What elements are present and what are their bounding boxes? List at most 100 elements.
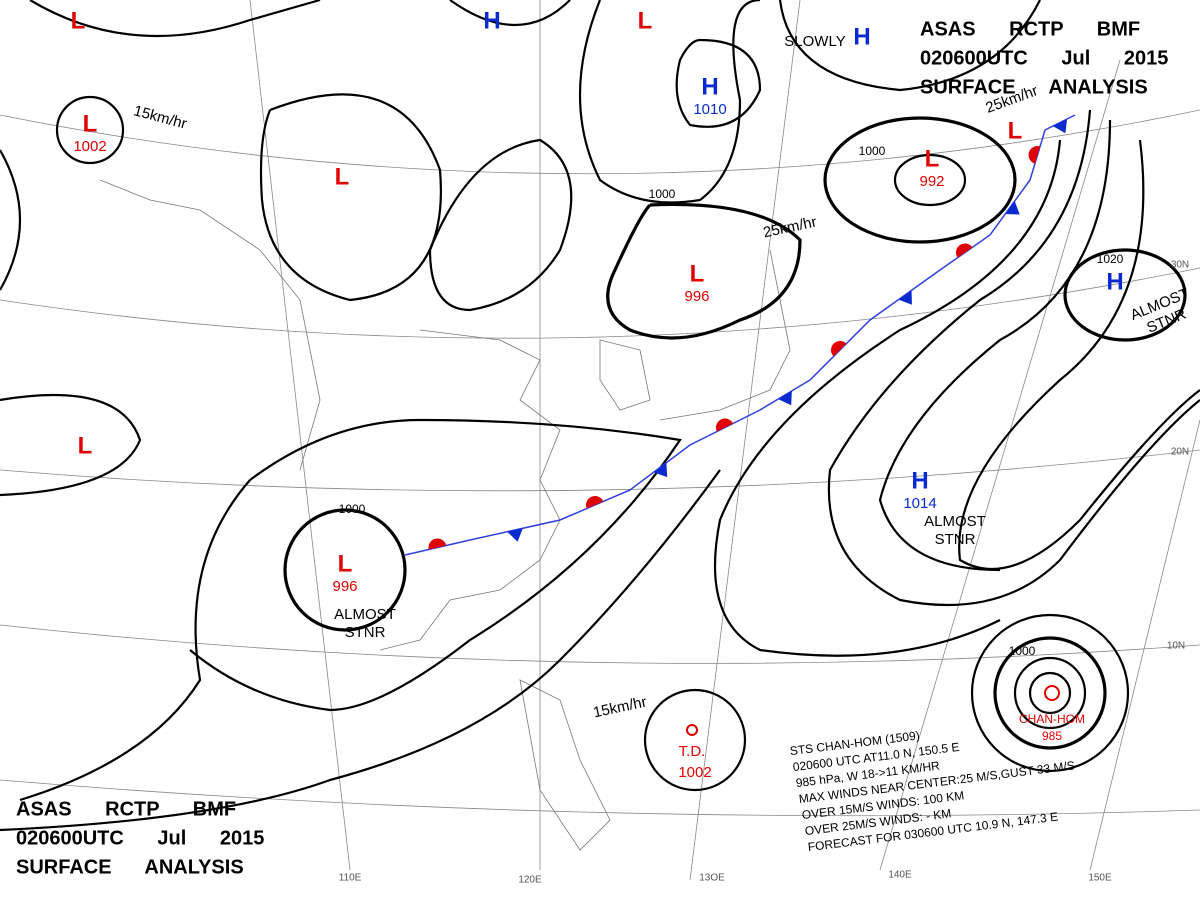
coast bbox=[659, 249, 791, 421]
lat-line bbox=[0, 449, 1200, 492]
motion-note: SLOWLY bbox=[784, 33, 845, 50]
pressure-center: L bbox=[638, 7, 653, 34]
coast bbox=[379, 329, 561, 651]
coastlines bbox=[99, 179, 791, 851]
stationary-note: STNR bbox=[935, 531, 976, 548]
isobar bbox=[19, 418, 682, 802]
isobar bbox=[893, 153, 967, 207]
pressure-center: L bbox=[83, 110, 98, 137]
isobar bbox=[778, 0, 1041, 92]
isobar bbox=[29, 0, 321, 38]
pressure-center: H bbox=[1106, 268, 1123, 295]
isobar bbox=[449, 0, 571, 26]
isobar-label: 1000 bbox=[859, 144, 886, 158]
pressure-value: 996 bbox=[332, 578, 357, 595]
front-line bbox=[404, 114, 1076, 556]
typhoon-value: 985 bbox=[1042, 729, 1062, 743]
lat-line bbox=[0, 109, 1200, 175]
isobar bbox=[827, 109, 1200, 606]
isobar bbox=[675, 38, 762, 128]
isobar bbox=[643, 688, 747, 792]
coast bbox=[519, 679, 611, 851]
td-symbol bbox=[686, 724, 698, 736]
latitude-label: 10N bbox=[1167, 641, 1185, 652]
isobar bbox=[1063, 248, 1187, 342]
latitude-label: 20N bbox=[1171, 447, 1189, 458]
isobar-label: 1000 bbox=[1009, 644, 1036, 658]
cold-symbol bbox=[1005, 201, 1020, 215]
pressure-center: H bbox=[853, 23, 870, 50]
isobar bbox=[428, 138, 573, 312]
lon-line bbox=[249, 0, 351, 871]
isobar bbox=[606, 202, 802, 340]
isobar bbox=[823, 116, 1017, 244]
longitude-label: 110E bbox=[339, 873, 362, 884]
isobar bbox=[0, 394, 142, 497]
footer-line: ASAS RCTP BMF bbox=[16, 798, 236, 820]
stationary-note: ALMOST bbox=[924, 513, 986, 530]
isobar bbox=[259, 93, 442, 302]
stationary-front bbox=[404, 114, 1076, 556]
cold-symbol bbox=[898, 290, 912, 305]
pressure-value: 996 bbox=[684, 288, 709, 305]
pressure-value: 992 bbox=[919, 173, 944, 190]
pressure-value: 1002 bbox=[73, 138, 106, 155]
pressure-center: L bbox=[335, 163, 350, 190]
pressure-center: H bbox=[911, 467, 928, 494]
isobar-label: 1000 bbox=[649, 187, 676, 201]
pressure-center: L bbox=[338, 550, 353, 577]
warm-symbol bbox=[1028, 146, 1041, 164]
isobar-label: 1000 bbox=[339, 502, 366, 516]
isobar bbox=[878, 119, 1112, 572]
pressure-value: 1014 bbox=[903, 495, 936, 512]
header-line: 020600UTC Jul 2015 bbox=[920, 47, 1168, 69]
isobar bbox=[1013, 656, 1087, 730]
isobar-label: 1020 bbox=[1097, 252, 1124, 266]
isobar bbox=[0, 149, 21, 291]
pressure-center: L bbox=[78, 432, 93, 459]
footer-line: 020600UTC Jul 2015 bbox=[16, 827, 264, 849]
pressure-center: H bbox=[701, 73, 718, 100]
isobar bbox=[993, 636, 1107, 750]
pressure-center: L bbox=[1008, 117, 1023, 144]
pressure-center: H bbox=[483, 7, 500, 34]
lat-line bbox=[0, 267, 1200, 339]
lat-line bbox=[0, 779, 1200, 817]
td-value: 1002 bbox=[678, 764, 711, 781]
isobar bbox=[0, 469, 721, 832]
lon-line bbox=[689, 0, 801, 881]
stationary-note: STNR bbox=[345, 624, 386, 641]
pressure-value: 1010 bbox=[693, 101, 726, 118]
header-line: SURFACE ANALYSIS bbox=[920, 76, 1148, 98]
latitude-label: 30N bbox=[1171, 260, 1189, 271]
cold-symbol bbox=[778, 390, 792, 406]
pressure-center: L bbox=[71, 7, 86, 34]
longitude-label: 140E bbox=[888, 870, 912, 881]
isobar bbox=[713, 139, 1062, 657]
warm-symbol bbox=[956, 243, 973, 258]
typhoon-symbol bbox=[1044, 685, 1060, 701]
coast bbox=[99, 179, 321, 471]
warm-symbol bbox=[428, 538, 447, 550]
cold-symbol bbox=[1052, 118, 1068, 134]
longitude-label: 150E bbox=[1088, 873, 1112, 884]
isobar bbox=[283, 508, 407, 632]
pressure-center: L bbox=[690, 260, 705, 287]
longitude-label: 120E bbox=[518, 875, 542, 886]
graticule bbox=[0, 0, 1200, 881]
lon-line bbox=[879, 59, 1121, 871]
isobar bbox=[1028, 671, 1072, 715]
isobar bbox=[55, 95, 125, 165]
typhoon-name: CHAN-HOM bbox=[1019, 712, 1085, 726]
header-line: ASAS RCTP BMF bbox=[920, 18, 1140, 40]
stationary-note: ALMOST bbox=[334, 606, 396, 623]
lat-line bbox=[0, 624, 1200, 664]
pressure-center: L bbox=[925, 145, 940, 172]
cold-symbol bbox=[507, 528, 523, 542]
td-label: T.D. bbox=[679, 743, 706, 760]
isobar bbox=[578, 0, 761, 204]
cold-symbol bbox=[653, 462, 668, 478]
lon-line bbox=[1089, 419, 1200, 871]
